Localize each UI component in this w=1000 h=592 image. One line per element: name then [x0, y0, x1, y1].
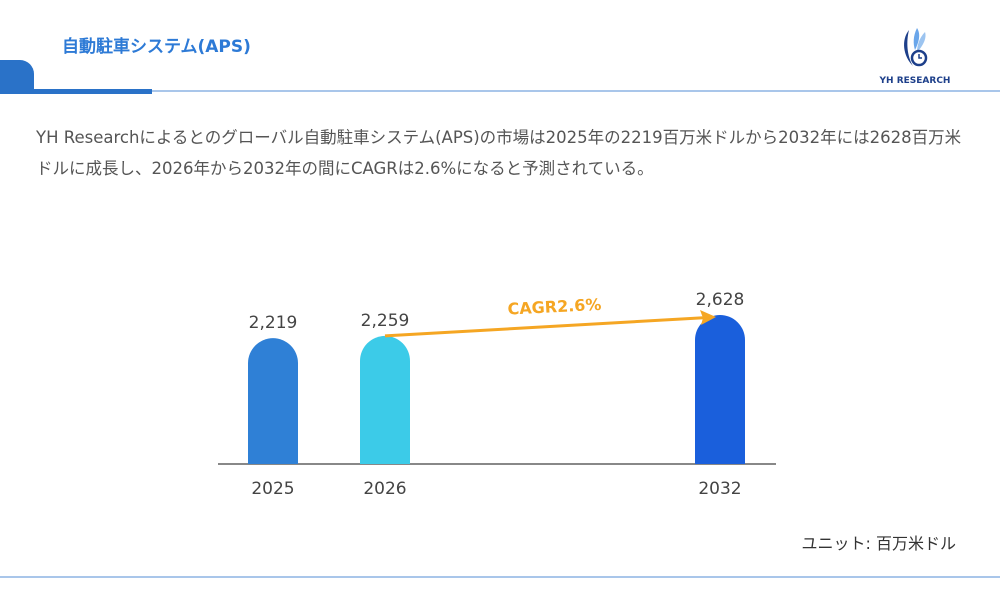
- bar-2026: [360, 335, 410, 464]
- bar-2025: [248, 338, 298, 464]
- cagr-arrow: [384, 315, 709, 338]
- market-description: YH Researchによるとのグローバル自動駐車システム(APS)の市場は20…: [36, 128, 962, 178]
- header-divider-thick: [0, 89, 152, 94]
- data-label-2026: 2,259: [361, 311, 410, 331]
- data-label-2025: 2,219: [249, 313, 298, 333]
- x-tick-2032: 2032: [698, 479, 741, 499]
- logo-text: YH RESEARCH: [879, 76, 951, 86]
- footer-divider: [0, 576, 1000, 578]
- bar-2032: [695, 314, 745, 464]
- x-tick-2026: 2026: [363, 479, 406, 499]
- yh-research-logo: YH RESEARCH: [870, 26, 960, 86]
- unit-label: ユニット: 百万米ドル: [801, 534, 956, 553]
- header-tab-decoration: [0, 60, 34, 94]
- cagr-arrowhead: [700, 309, 716, 325]
- cagr-label: CAGR2.6%: [507, 295, 602, 319]
- header-divider: [152, 90, 1000, 92]
- x-tick-2025: 2025: [251, 479, 294, 499]
- logo-icon: [904, 28, 928, 67]
- page-title: 自動駐車システム(APS): [62, 37, 251, 57]
- data-label-2032: 2,628: [696, 290, 745, 310]
